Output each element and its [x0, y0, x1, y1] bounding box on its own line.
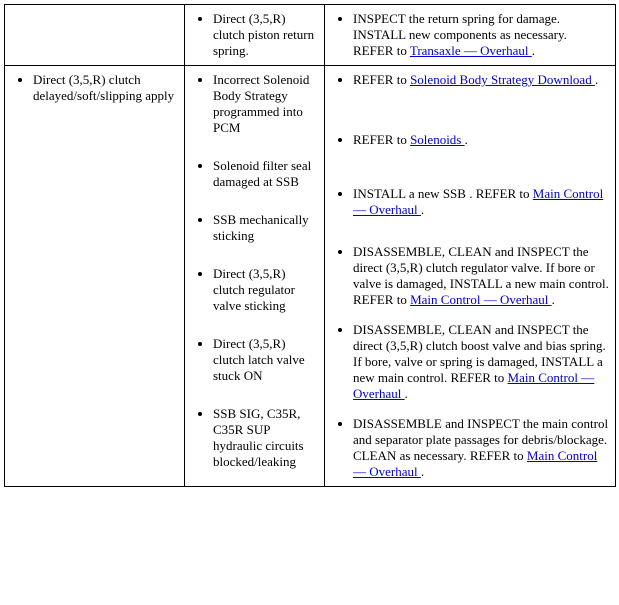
action-link[interactable]: Main Control — Overhaul: [410, 292, 552, 307]
cause-text: SSB SIG, C35R, C35R SUP hydraulic circui…: [213, 406, 304, 469]
action-post: .: [421, 202, 424, 217]
diagnostic-table: Direct (3,5,R) clutch piston return spri…: [4, 4, 616, 487]
cause-text: Direct (3,5,R) clutch piston return spri…: [213, 11, 314, 58]
cause-text: Solenoid filter seal damaged at SSB: [213, 158, 311, 189]
cause-list: Direct (3,5,R) clutch piston return spri…: [191, 11, 318, 59]
list-item: INSPECT the return spring for damage. IN…: [353, 11, 609, 59]
cell-cause: Incorrect Solenoid Body Strategy program…: [185, 66, 325, 487]
list-item: REFER to Solenoid Body Strategy Download…: [353, 72, 609, 88]
list-item: REFER to Solenoids .: [353, 132, 609, 148]
list-item: Solenoid filter seal damaged at SSB: [213, 158, 318, 190]
cell-cause: Direct (3,5,R) clutch piston return spri…: [185, 5, 325, 66]
list-item: Direct (3,5,R) clutch latch valve stuck …: [213, 336, 318, 384]
action-list: REFER to Solenoid Body Strategy Download…: [331, 72, 609, 480]
list-item: DISASSEMBLE and INSPECT the main control…: [353, 416, 609, 480]
cell-action: INSPECT the return spring for damage. IN…: [325, 5, 616, 66]
cause-text: Direct (3,5,R) clutch regulator valve st…: [213, 266, 295, 313]
cause-list: Incorrect Solenoid Body Strategy program…: [191, 72, 318, 470]
action-link[interactable]: Solenoids: [410, 132, 465, 147]
condition-list: Direct (3,5,R) clutch delayed/soft/slipp…: [11, 72, 178, 104]
action-link[interactable]: Solenoid Body Strategy Download: [410, 72, 595, 87]
action-post: .: [421, 464, 424, 479]
cause-text: Incorrect Solenoid Body Strategy program…: [213, 72, 309, 135]
table-row: Direct (3,5,R) clutch piston return spri…: [5, 5, 616, 66]
table-row: Direct (3,5,R) clutch delayed/soft/slipp…: [5, 66, 616, 487]
action-list: INSPECT the return spring for damage. IN…: [331, 11, 609, 59]
list-item: DISASSEMBLE, CLEAN and INSPECT the direc…: [353, 322, 609, 402]
list-item: Direct (3,5,R) clutch delayed/soft/slipp…: [33, 72, 178, 104]
condition-text: Direct (3,5,R) clutch delayed/soft/slipp…: [33, 72, 174, 103]
action-post: .: [595, 72, 598, 87]
cell-condition: [5, 5, 185, 66]
action-post: .: [405, 386, 408, 401]
action-post: .: [465, 132, 468, 147]
cause-text: SSB mechanically sticking: [213, 212, 309, 243]
action-link[interactable]: Transaxle — Overhaul: [410, 43, 532, 58]
list-item: SSB mechanically sticking: [213, 212, 318, 244]
action-post: .: [552, 292, 555, 307]
action-pre: INSTALL a new SSB . REFER to: [353, 186, 533, 201]
cell-condition: Direct (3,5,R) clutch delayed/soft/slipp…: [5, 66, 185, 487]
action-pre: REFER to: [353, 132, 410, 147]
list-item: Direct (3,5,R) clutch regulator valve st…: [213, 266, 318, 314]
list-item: INSTALL a new SSB . REFER to Main Contro…: [353, 186, 609, 218]
action-post: .: [532, 43, 535, 58]
list-item: Incorrect Solenoid Body Strategy program…: [213, 72, 318, 136]
cause-text: Direct (3,5,R) clutch latch valve stuck …: [213, 336, 305, 383]
list-item: SSB SIG, C35R, C35R SUP hydraulic circui…: [213, 406, 318, 470]
cell-action: REFER to Solenoid Body Strategy Download…: [325, 66, 616, 487]
list-item: Direct (3,5,R) clutch piston return spri…: [213, 11, 318, 59]
list-item: DISASSEMBLE, CLEAN and INSPECT the direc…: [353, 244, 609, 308]
action-pre: REFER to: [353, 72, 410, 87]
